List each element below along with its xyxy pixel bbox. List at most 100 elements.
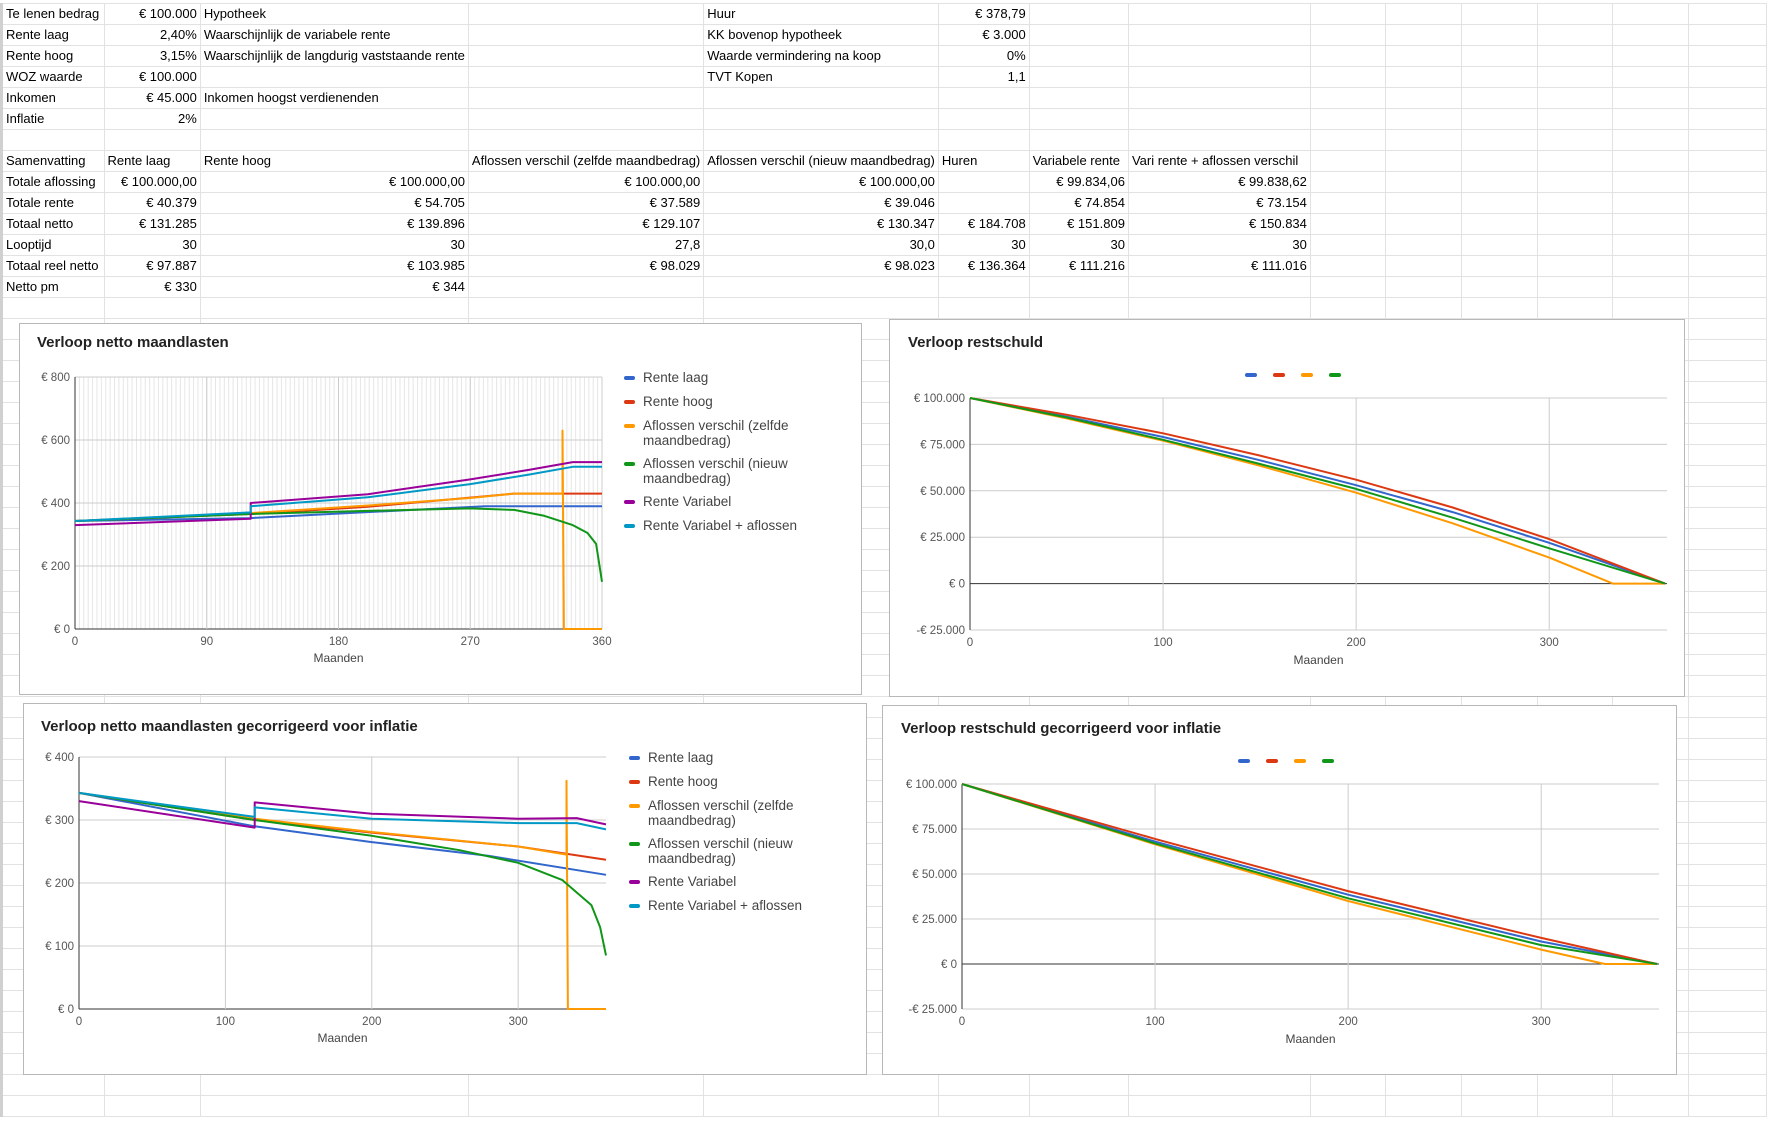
sheet-cell[interactable] — [1460, 45, 1539, 67]
sheet-cell[interactable]: € 130.347 — [703, 213, 939, 235]
sheet-cell[interactable] — [1384, 192, 1462, 214]
legend-swatch-icon[interactable] — [1245, 373, 1257, 377]
sheet-cell[interactable] — [937, 87, 1030, 109]
sheet-cell[interactable] — [1687, 255, 1767, 277]
sheet-cell[interactable]: Te lenen bedrag — [0, 3, 105, 25]
sheet-cell[interactable] — [1309, 24, 1386, 46]
sheet-cell[interactable] — [103, 1095, 201, 1117]
sheet-cell[interactable] — [199, 1095, 469, 1117]
sheet-cell[interactable] — [1537, 150, 1614, 172]
sheet-cell[interactable] — [1537, 276, 1614, 298]
sheet-cell[interactable] — [1460, 276, 1539, 298]
sheet-cell[interactable] — [1687, 171, 1767, 193]
sheet-cell[interactable]: 30,0 — [703, 234, 939, 256]
sheet-cell[interactable]: Inkomen — [0, 87, 105, 109]
sheet-cell[interactable] — [937, 1074, 1030, 1096]
series-line-0[interactable] — [78, 791, 607, 876]
sheet-cell[interactable]: KK bovenop hypotheek — [703, 24, 939, 46]
sheet-cell[interactable]: Rente hoog — [199, 150, 469, 172]
sheet-cell[interactable] — [1127, 66, 1311, 88]
sheet-cell[interactable]: Waarde vermindering na koop — [703, 45, 939, 67]
series-line-4[interactable] — [78, 800, 607, 829]
sheet-cell[interactable]: Inkomen hoogst verdienenden — [199, 87, 469, 109]
sheet-cell[interactable]: € 99.838,62 — [1127, 171, 1311, 193]
legend-swatch-icon[interactable] — [1273, 373, 1285, 377]
sheet-cell[interactable] — [1687, 192, 1767, 214]
sheet-cell[interactable] — [467, 24, 705, 46]
sheet-cell[interactable] — [1309, 192, 1386, 214]
series-line-0[interactable] — [969, 397, 1666, 585]
sheet-cell[interactable] — [1687, 276, 1767, 298]
sheet-cell[interactable] — [1309, 87, 1386, 109]
sheet-cell[interactable]: Netto pm — [0, 276, 105, 298]
sheet-cell[interactable] — [1537, 297, 1614, 319]
sheet-cell[interactable]: Inflatie — [0, 108, 105, 130]
sheet-cell[interactable]: 2% — [103, 108, 201, 130]
sheet-cell[interactable] — [1384, 1074, 1462, 1096]
sheet-cell[interactable] — [1384, 129, 1462, 151]
sheet-cell[interactable] — [1687, 87, 1767, 109]
sheet-cell[interactable] — [1309, 108, 1386, 130]
sheet-cell[interactable] — [1687, 948, 1767, 970]
series-line-0[interactable] — [74, 505, 602, 522]
sheet-cell[interactable] — [1460, 234, 1539, 256]
sheet-cell[interactable] — [1687, 234, 1767, 256]
sheet-cell[interactable] — [1687, 45, 1767, 67]
sheet-cell[interactable]: € 98.029 — [467, 255, 705, 277]
sheet-cell[interactable] — [1309, 276, 1386, 298]
sheet-cell[interactable] — [1028, 3, 1129, 25]
sheet-cell[interactable]: Totale rente — [0, 192, 105, 214]
sheet-cell[interactable] — [1537, 108, 1614, 130]
sheet-cell[interactable] — [1460, 213, 1539, 235]
sheet-cell[interactable] — [1028, 1074, 1129, 1096]
sheet-cell[interactable] — [1612, 297, 1689, 319]
sheet-cell[interactable]: TVT Kopen — [703, 66, 939, 88]
sheet-cell[interactable] — [1127, 24, 1311, 46]
sheet-cell[interactable] — [467, 87, 705, 109]
sheet-cell[interactable] — [1309, 3, 1386, 25]
sheet-cell[interactable] — [703, 276, 939, 298]
sheet-cell[interactable] — [1309, 129, 1386, 151]
legend-swatch-icon[interactable] — [1329, 373, 1341, 377]
series-line-2[interactable] — [74, 429, 602, 630]
sheet-cell[interactable] — [1687, 738, 1767, 760]
sheet-cell[interactable] — [0, 1095, 105, 1117]
sheet-cell[interactable] — [1460, 255, 1539, 277]
sheet-cell[interactable] — [1687, 1074, 1767, 1096]
sheet-cell[interactable]: € 100.000 — [103, 3, 201, 25]
sheet-cell[interactable] — [1537, 1095, 1614, 1117]
sheet-cell[interactable] — [937, 192, 1030, 214]
sheet-cell[interactable]: € 73.154 — [1127, 192, 1311, 214]
sheet-cell[interactable] — [937, 1095, 1030, 1117]
sheet-cell[interactable] — [1384, 1095, 1462, 1117]
sheet-cell[interactable] — [1612, 192, 1689, 214]
sheet-cell[interactable] — [1687, 591, 1767, 613]
sheet-cell[interactable] — [1612, 150, 1689, 172]
chart-netto-maandlasten[interactable]: Verloop netto maandlasten € 0 € 200 € 400 € … — [19, 323, 862, 695]
sheet-cell[interactable] — [1687, 381, 1767, 403]
series-line-3[interactable] — [74, 507, 603, 582]
sheet-cell[interactable] — [1028, 108, 1129, 130]
sheet-cell[interactable] — [199, 1074, 469, 1096]
series-line-3[interactable] — [969, 397, 1666, 585]
sheet-cell[interactable] — [1612, 129, 1689, 151]
sheet-cell[interactable] — [1612, 66, 1689, 88]
sheet-cell[interactable] — [467, 108, 705, 130]
sheet-cell[interactable] — [1612, 276, 1689, 298]
sheet-cell[interactable]: € 330 — [103, 276, 201, 298]
sheet-cell[interactable] — [1384, 45, 1462, 67]
sheet-cell[interactable] — [103, 129, 201, 151]
sheet-cell[interactable] — [1687, 780, 1767, 802]
sheet-cell[interactable] — [1687, 402, 1767, 424]
sheet-cell[interactable]: Totaal netto — [0, 213, 105, 235]
sheet-cell[interactable] — [937, 129, 1030, 151]
sheet-cell[interactable] — [1687, 297, 1767, 319]
sheet-cell[interactable]: Variabele rente — [1028, 150, 1129, 172]
sheet-cell[interactable]: € 139.896 — [199, 213, 469, 235]
sheet-cell[interactable] — [1309, 255, 1386, 277]
sheet-cell[interactable] — [1028, 45, 1129, 67]
sheet-cell[interactable]: Vari rente + aflossen verschil — [1127, 150, 1311, 172]
sheet-cell[interactable] — [1687, 507, 1767, 529]
sheet-cell[interactable] — [1537, 3, 1614, 25]
sheet-cell[interactable] — [1687, 990, 1767, 1012]
